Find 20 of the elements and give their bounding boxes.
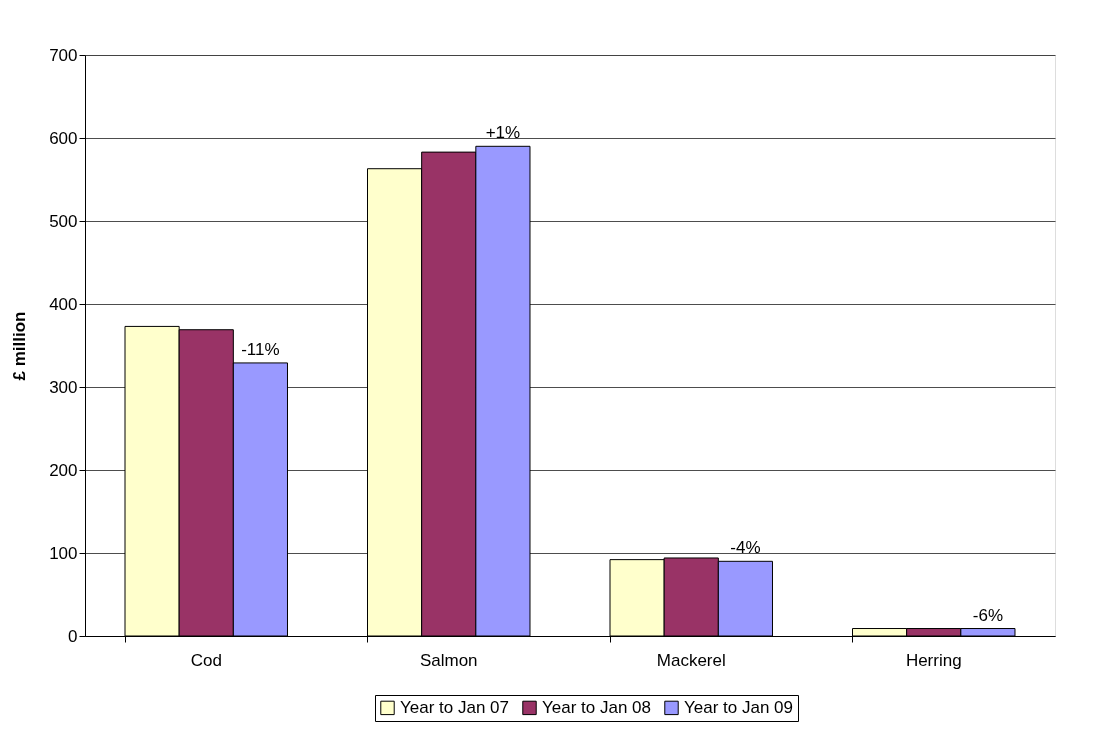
y-tick-label: 600 (49, 128, 78, 148)
annotation: +1% (485, 123, 521, 143)
y-tick-label: 500 (49, 211, 78, 231)
y-tick-label: 700 (49, 45, 78, 65)
y-tick-label: 100 (49, 543, 78, 563)
y-tick-label: 400 (49, 294, 78, 314)
x-tick-label: Herring (905, 650, 962, 670)
annotation: -11% (241, 339, 280, 359)
x-tick-label: Salmon (419, 650, 478, 670)
annotation: -6% (972, 605, 1004, 625)
annotation: -4% (730, 538, 761, 558)
legend-label: Year to Jan 08 (542, 697, 652, 717)
y-tick-label: 300 (49, 377, 78, 397)
legend-label: Year to Jan 09 (684, 697, 794, 717)
y-tick-label: 200 (49, 460, 78, 480)
y-axis-title: £ million (10, 311, 30, 381)
y-tick-label: 0 (68, 626, 78, 646)
x-tick-label: Cod (190, 650, 222, 670)
legend-label: Year to Jan 07 (400, 697, 510, 717)
x-tick-label: Mackerel (656, 650, 726, 670)
